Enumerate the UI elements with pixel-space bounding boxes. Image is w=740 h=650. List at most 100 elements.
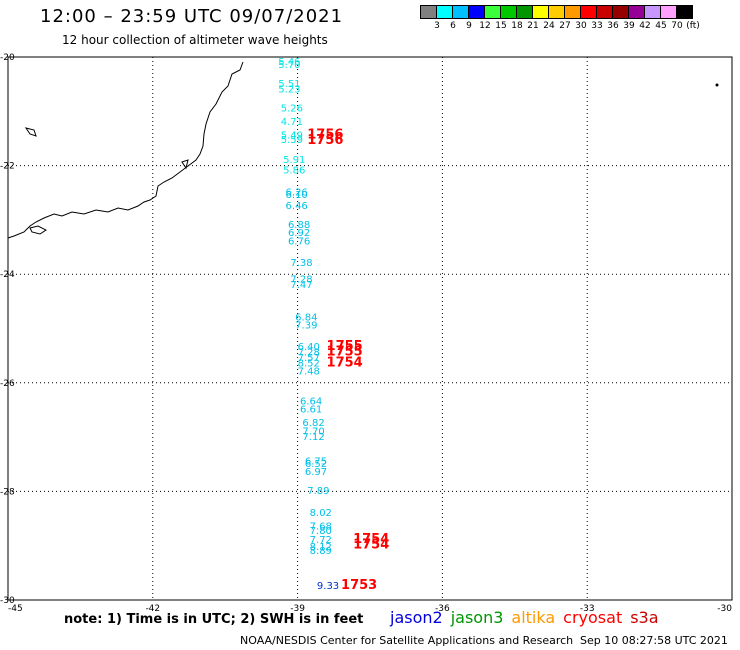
wave-height-value: 8.89: [310, 546, 332, 557]
color-legend-label: 3: [434, 21, 440, 31]
wave-height-value: 6.97: [305, 467, 327, 478]
wave-height-value: 7.80: [310, 526, 332, 537]
wave-height-value: 4.71: [281, 117, 303, 128]
wave-height-value: 6.82: [302, 418, 324, 429]
lagoon: [181, 159, 189, 170]
page-subtitle: 12 hour collection of altimeter wave hei…: [62, 33, 328, 47]
wave-height-value: 7.89: [307, 486, 329, 497]
latitude-tick-label: -30: [0, 596, 15, 606]
longitude-tick-label: -30: [717, 604, 732, 614]
wave-height-value: 9.33: [317, 581, 339, 592]
wave-height-value: 6.64: [300, 397, 322, 408]
wave-height-value: 7.38: [290, 258, 312, 269]
wave-height-value: 5.59: [281, 135, 303, 146]
wave-height-value: 6.88: [288, 220, 310, 231]
wave-height-value: 5.23: [278, 84, 300, 95]
wave-height-value: 5.51: [278, 79, 300, 90]
pass-time-label: 1754: [353, 532, 389, 547]
color-legend-label: 12: [479, 21, 491, 31]
wave-height-value: 7.28: [290, 274, 312, 285]
latitude-tick-label: -22: [0, 162, 15, 172]
latitude-tick-label: -20: [0, 53, 15, 63]
color-legend-label: 30: [575, 21, 587, 31]
bay-inlet: [29, 225, 47, 235]
wave-height-value: 5.26: [281, 103, 303, 114]
pass-time-label: 1755: [327, 339, 363, 354]
latitude-tick-label: -26: [0, 379, 15, 389]
wave-height-value: 7.72: [310, 535, 332, 546]
pass-time-label: 1754: [327, 356, 363, 371]
color-legend-label: 15: [495, 21, 507, 31]
wave-height-value: 5.86: [283, 166, 305, 177]
pass-time-label: 1756: [307, 133, 343, 148]
wave-height-value: 6.92: [288, 228, 310, 239]
satellite-label: s3a: [630, 608, 659, 627]
wave-height-value: 7.47: [290, 280, 312, 291]
wave-height-observations: 5.465.70 5.515.23 5.26 4.71 5.495.59 5.915.86…: [278, 57, 339, 592]
island: [24, 127, 37, 137]
brazil-coastline: [7, 61, 244, 239]
wave-height-value: 6.61: [300, 405, 322, 416]
longitude-tick-label: -45: [8, 604, 23, 614]
longitude-tick-label: -36: [435, 604, 450, 614]
pass-time-label: 1754: [353, 537, 389, 552]
longitude-tick-label: -42: [145, 604, 160, 614]
latitude-tick-label: -24: [0, 270, 15, 280]
color-legend-label: 9: [466, 21, 472, 31]
pass-time-label: 1753: [341, 578, 377, 593]
wave-height-value: 6.40: [298, 342, 320, 353]
wave-height-value: 7.39: [295, 321, 317, 332]
wave-height-value: 5.91: [283, 155, 305, 166]
color-legend-label: 70: [671, 21, 683, 31]
wave-height-value: 5.49: [281, 130, 303, 141]
coastline: [7, 61, 244, 239]
satellite-label: cryosat: [563, 608, 623, 627]
color-legend-label: 45: [655, 21, 667, 31]
wave-height-value: 8.52: [298, 359, 320, 370]
color-legend-label: 24: [543, 21, 555, 31]
wave-height-value: 8.02: [310, 508, 332, 519]
wave-height-value: 6.52: [305, 459, 327, 470]
page-title: 12:00 – 23:59 UTC 09/07/2021: [40, 6, 344, 27]
wave-height-value: 6.75: [305, 456, 327, 467]
satellite-label: jason3: [450, 608, 504, 627]
satellite-legend: jason2 jason3 altika cryosat s3a: [390, 608, 667, 627]
wave-height-value: 5.46: [278, 57, 300, 68]
color-legend-label: (ft): [686, 21, 700, 31]
color-legend-label: 42: [639, 21, 651, 31]
generation-timestamp: Sep 10 08:27:58 UTC 2021: [580, 634, 728, 647]
wave-height-value: 7.68: [310, 521, 332, 532]
color-legend-label: 39: [623, 21, 635, 31]
pass-time-label: 1756: [307, 127, 343, 142]
color-legend-label: 33: [591, 21, 603, 31]
map-frame: [7, 56, 733, 601]
wave-height-value: 6.26: [286, 187, 308, 198]
color-legend-label: 36: [607, 21, 619, 31]
color-legend: [420, 5, 693, 19]
map-grid: [8, 57, 732, 600]
wave-height-value: 6.10: [286, 190, 308, 201]
longitude-tick-label: -33: [580, 604, 595, 614]
wave-height-value: 8.12: [310, 542, 332, 553]
satellite-label: altika: [511, 608, 556, 627]
wave-height-value: 6.84: [295, 312, 317, 323]
color-legend-label: 27: [559, 21, 571, 31]
wave-height-value: 7.28: [298, 348, 320, 359]
footer-note: note: 1) Time is in UTC; 2) SWH is in fe…: [64, 612, 364, 627]
latitude-tick-label: -28: [0, 487, 15, 497]
color-legend-label: 21: [527, 21, 539, 31]
wave-height-value: 6.76: [288, 236, 310, 247]
wave-height-value: 7.48: [298, 367, 320, 378]
credit-line: NOAA/NESDIS Center for Satellite Applica…: [240, 634, 574, 647]
wave-height-value: 6.46: [286, 201, 308, 212]
axis-labels: -20-22-24-26-28-30-45 -42 -39 -36 -33 -30: [0, 53, 732, 614]
wave-height-value: 5.70: [278, 60, 300, 71]
longitude-tick-label: -39: [290, 604, 305, 614]
color-legend-labels: 3 6 9 12 15 18 21 24 27 30 33 36 39 42 45 70 (ft): [421, 21, 740, 33]
wave-height-value: 7.57: [298, 353, 320, 364]
color-legend-label: 18: [511, 21, 523, 31]
color-legend-label: 6: [450, 21, 456, 31]
color-swatch: [676, 5, 693, 19]
